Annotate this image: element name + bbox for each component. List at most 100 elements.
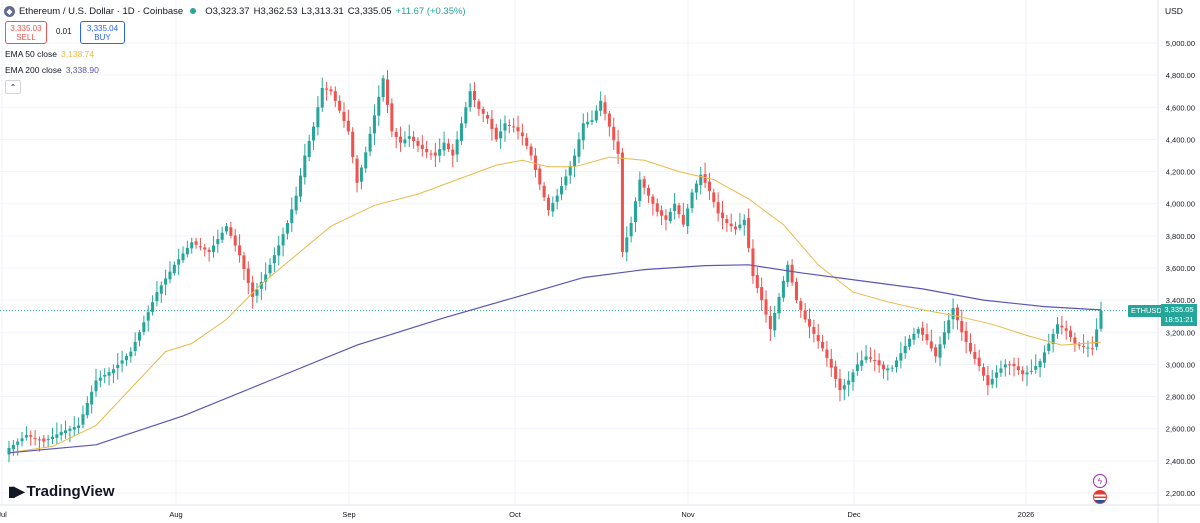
candle-body	[916, 329, 920, 334]
candle-body	[29, 435, 33, 437]
candle-body	[1047, 343, 1051, 351]
candle-body	[947, 320, 951, 334]
buy-button[interactable]: 3,335.04 BUY	[80, 21, 125, 44]
candle-body	[1090, 348, 1094, 350]
candle-body	[107, 372, 111, 376]
candle-body	[525, 137, 529, 146]
candle-body	[1060, 325, 1064, 328]
candle-body	[137, 332, 142, 341]
candle-body	[873, 360, 877, 362]
candle-body	[242, 255, 246, 270]
candle-body	[629, 223, 633, 237]
candle-body	[868, 357, 872, 359]
candle-body	[1025, 372, 1029, 375]
candle-body	[368, 133, 372, 152]
candle-body	[668, 211, 672, 222]
candle-body	[616, 141, 620, 154]
candle-body	[90, 391, 94, 405]
ema50-legend[interactable]: EMA 50 close 3,138.74	[5, 49, 94, 59]
candle-body	[777, 296, 781, 314]
candle-body	[803, 310, 807, 320]
candle-body	[586, 121, 590, 125]
candle-body	[903, 345, 907, 354]
candle-body	[312, 126, 316, 141]
candle-body	[560, 186, 564, 195]
ema200-label: EMA 200 close	[5, 65, 62, 75]
candle-body	[607, 113, 611, 127]
candle-body	[16, 441, 20, 445]
candle-body	[977, 357, 981, 367]
candle-body	[564, 176, 568, 186]
candle-body	[538, 168, 542, 185]
candle-body	[886, 368, 890, 371]
candle-body	[124, 355, 128, 361]
event-marker-icon[interactable]: ϟ	[1093, 474, 1107, 488]
candle-body	[694, 183, 698, 193]
candle-body	[929, 341, 933, 349]
candle-body	[33, 437, 37, 439]
close-value: C3,335.05	[347, 5, 392, 17]
candle-body	[942, 332, 946, 345]
candle-body	[1099, 310, 1103, 329]
candle-body	[68, 428, 72, 431]
candle-body	[877, 360, 881, 366]
candle-body	[925, 334, 929, 341]
candle-body	[786, 264, 790, 282]
candle-body	[790, 264, 794, 283]
candle-body	[268, 264, 272, 274]
candle-body	[381, 78, 385, 98]
tradingview-logo-icon: ▮▶	[8, 483, 25, 499]
candle-body	[164, 278, 168, 285]
y-tick-label: 4,000.00	[1166, 200, 1195, 209]
candle-body	[486, 115, 490, 119]
candle-body	[738, 224, 742, 229]
candle-body	[1034, 366, 1038, 370]
symbol-title[interactable]: Ethereum / U.S. Dollar · 1D · Coinbase	[19, 5, 184, 17]
candle-body	[768, 316, 772, 330]
candle-body	[638, 179, 642, 202]
candle-body	[477, 101, 481, 109]
tradingview-logo[interactable]: ▮▶ TradingView	[8, 483, 115, 500]
candle-body	[146, 312, 150, 321]
currency-label[interactable]: USD	[1165, 6, 1183, 16]
ema200-value: 3,338.90	[65, 65, 99, 75]
candle-body	[712, 192, 716, 203]
candle-body	[229, 227, 233, 236]
ema50-line	[8, 156, 1102, 454]
candle-body	[351, 131, 355, 158]
candle-body	[120, 360, 124, 364]
collapse-legend-button[interactable]: ⌃	[5, 80, 21, 94]
candle-body	[303, 155, 307, 178]
candle-body	[821, 341, 825, 349]
candle-body	[325, 88, 329, 90]
y-tick-label: 4,200.00	[1166, 168, 1195, 177]
candle-body	[955, 307, 959, 321]
candle-body	[207, 249, 211, 252]
chevron-up-icon: ⌃	[9, 82, 17, 92]
candle-body	[499, 131, 503, 139]
candle-body	[551, 202, 555, 212]
candle-body	[577, 139, 581, 157]
candle-body	[747, 218, 751, 248]
us-flag-icon[interactable]	[1093, 490, 1107, 504]
ema200-line	[8, 264, 1102, 454]
y-tick-label: 5,000.00	[1166, 39, 1195, 48]
candle-body	[842, 385, 846, 390]
candle-body	[251, 282, 255, 297]
candle-body	[55, 434, 59, 438]
market-status-dot	[190, 8, 197, 14]
candle-body	[72, 427, 76, 430]
candle-body	[429, 153, 433, 155]
sell-button[interactable]: 3,335.03 SELL	[5, 21, 47, 44]
candle-body	[333, 91, 337, 101]
candle-body	[129, 351, 133, 357]
candle-body	[651, 196, 655, 204]
y-tick-label: 2,800.00	[1166, 393, 1195, 402]
ema200-legend[interactable]: EMA 200 close 3,338.90	[5, 65, 99, 75]
candle-body	[20, 438, 24, 442]
candle-body	[555, 195, 559, 202]
candle-body	[673, 203, 677, 211]
candle-body	[647, 188, 651, 196]
candle-body	[211, 245, 216, 253]
